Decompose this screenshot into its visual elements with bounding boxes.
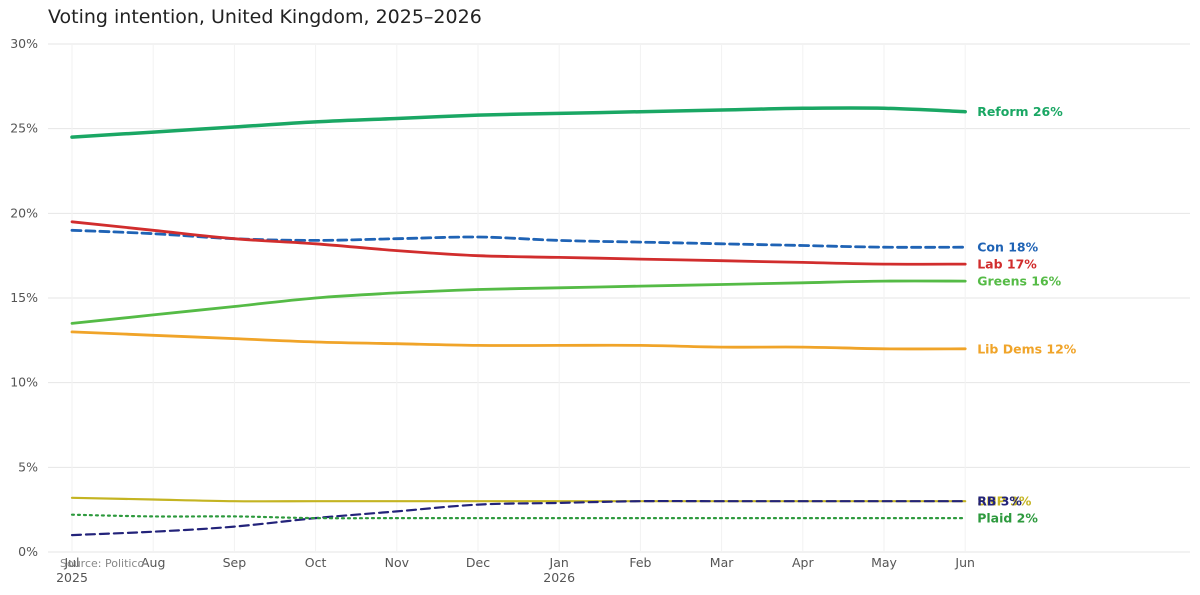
x-tick-label: Sep [223,555,247,570]
series-line-snp [70,496,967,503]
y-tick-label: 10% [10,375,38,390]
x-tick-label: Nov [385,555,410,570]
y-tick-label: 0% [18,544,38,559]
series-label-snp: SNP 3% [977,494,1032,509]
y-tick-label: 20% [10,205,38,220]
x-tick-label: Apr [792,555,814,570]
source-note: Source: Politico [60,557,145,570]
gridlines [48,43,1190,553]
x-tick-label: Feb [629,555,651,570]
series-line-lab [70,220,967,266]
y-tick-label: 25% [10,121,38,136]
x-tick-label: Aug [141,555,165,570]
x-tick-label: Jan [549,555,569,570]
x-tick-label: May [871,555,897,570]
series-label-plaid: Plaid 2% [977,511,1038,526]
series-line-con [70,228,967,249]
y-tick-label: 30% [10,36,38,51]
series-label-con: Con 18% [977,240,1038,255]
series-label-lib-dems: Lib Dems 12% [977,341,1077,356]
series-label-rb: RB 3% [977,494,1022,509]
y-tick-label: 5% [18,459,38,474]
series-line-reform [70,106,967,139]
series-line-greens [70,279,967,325]
series-lines [70,106,967,537]
x-tick-year-label: 2025 [56,570,88,585]
x-tick-label: Oct [305,555,327,570]
series-label-greens: Greens 16% [977,274,1061,289]
y-tick-label: 15% [10,290,38,305]
x-tick-label: Mar [710,555,734,570]
y-axis-ticks: 0% 5% 10% 15% 20% 25% 30% [10,36,38,559]
series-label-reform: Reform 26% [977,104,1063,119]
x-tick-label: Jul [63,555,79,570]
series-label-lab: Lab 17% [977,257,1037,272]
series-line-lib-dems [70,330,967,351]
series-labels: Reform 26% Con 18% Lab 17% Greens 16% Lib De… [977,104,1077,525]
chart-title: Voting intention, United Kingdom, 2025–2… [48,6,482,28]
x-tick-year-label: 2026 [543,570,575,585]
series-line-plaid [70,513,967,520]
x-tick-label: Dec [466,555,490,570]
series-line-rb [70,499,967,537]
x-tick-label: Jun [954,555,975,570]
